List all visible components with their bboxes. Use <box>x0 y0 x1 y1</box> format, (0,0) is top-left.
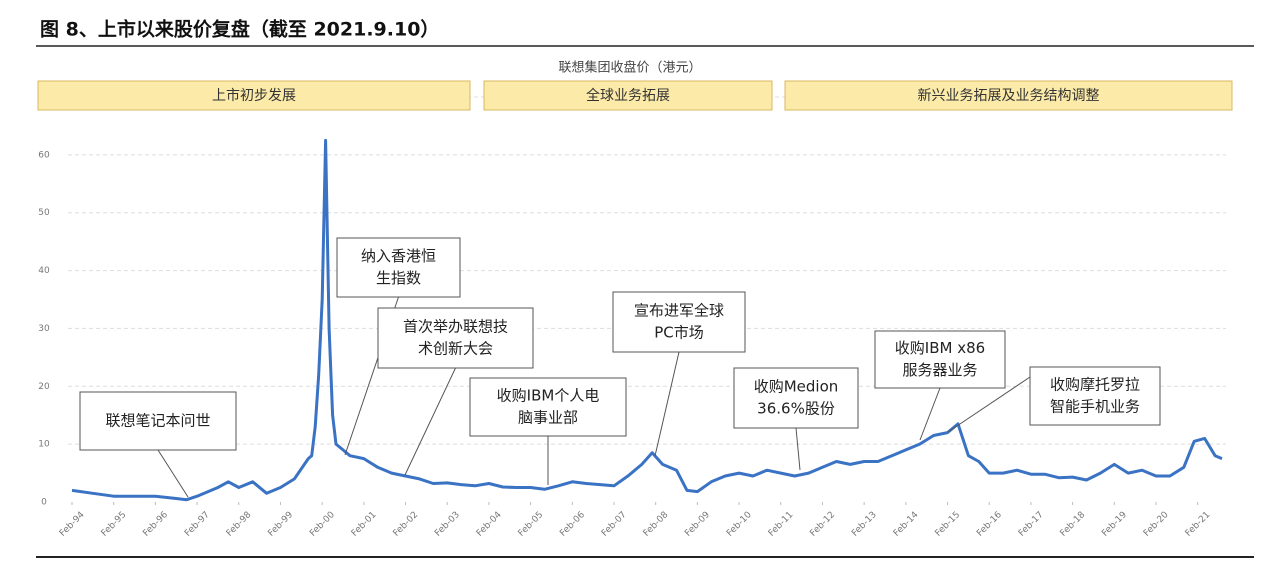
x-tick-label: Feb-17 <box>1017 510 1046 539</box>
x-tick-label: Feb-13 <box>850 510 879 539</box>
x-tick-label: Feb-98 <box>225 510 254 539</box>
chart-title: 图 8、上市以来股价复盘（截至 2021.9.10） <box>40 18 439 41</box>
phase-box <box>483 80 773 111</box>
x-tick-label: Feb-95 <box>100 510 129 539</box>
x-tick-label: Feb-07 <box>600 510 629 539</box>
y-tick-label: 20 <box>38 382 50 392</box>
annotation-box <box>336 237 461 298</box>
x-tick-label: Feb-04 <box>475 510 504 539</box>
y-tick-label: 10 <box>38 440 50 450</box>
x-tick-label: Feb-16 <box>975 510 1004 539</box>
phase-label: 新兴业务拓展及业务结构调整 <box>918 88 1100 104</box>
price-line <box>71 138 1223 502</box>
annotation-text: 36.6%股份 <box>757 400 835 418</box>
x-tick-label: Feb-14 <box>892 510 921 539</box>
x-tick-label: Feb-05 <box>517 510 546 539</box>
x-tick-label: Feb-20 <box>1142 510 1171 539</box>
annotation-text: 首次举办联想技 <box>403 318 508 336</box>
phase-box <box>784 80 1233 111</box>
annotation-text: 联想笔记本问世 <box>105 412 210 430</box>
y-tick-label: 40 <box>38 266 50 276</box>
x-tick-label: Feb-10 <box>725 510 754 539</box>
x-tick-label: Feb-09 <box>683 510 712 539</box>
annotation-text: 纳入香港恒 <box>361 247 436 265</box>
x-tick-label: Feb-06 <box>558 510 587 539</box>
x-tick-label: Feb-96 <box>141 510 170 539</box>
annotation-text: 收购Medion <box>754 378 839 396</box>
annotation-text: 智能手机业务 <box>1050 398 1140 416</box>
annotation-text: 收购摩托罗拉 <box>1050 376 1140 394</box>
x-tick-label: Feb-15 <box>934 510 963 539</box>
y-tick-label: 60 <box>38 150 50 160</box>
annotation-text: 服务器业务 <box>902 361 977 379</box>
annotation-text: 宣布进军全球 <box>634 302 724 320</box>
annotation-arrow <box>404 367 456 476</box>
annotation-text: 收购IBM个人电 <box>497 387 600 405</box>
y-tick-label: 30 <box>38 324 50 334</box>
x-tick-label: Feb-02 <box>392 510 421 539</box>
annotation-text: 术创新大会 <box>418 340 493 358</box>
annotation-box <box>377 307 534 369</box>
x-tick-label: Feb-01 <box>350 510 379 539</box>
x-tick-label: Feb-19 <box>1100 510 1129 539</box>
x-tick-label: Feb-00 <box>308 510 337 539</box>
annotation-text: 收购IBM x86 <box>895 339 985 357</box>
y-tick-label: 0 <box>41 498 47 508</box>
x-tick-label: Feb-12 <box>808 510 837 539</box>
x-tick-label: Feb-99 <box>266 510 295 539</box>
annotation-text: 生指数 <box>376 269 421 287</box>
x-tick-label: Feb-21 <box>1184 510 1213 539</box>
phase-label: 全球业务拓展 <box>586 87 670 104</box>
annotation-box <box>1029 366 1161 426</box>
phase-box <box>37 80 471 111</box>
annotation-arrow <box>919 387 941 441</box>
annotation-box <box>79 391 237 451</box>
x-tick-label: Feb-97 <box>183 510 212 539</box>
phase-label: 上市初步发展 <box>212 87 296 104</box>
x-tick-label: Feb-18 <box>1059 510 1088 539</box>
chart-subtitle: 联想集团收盘价（港元） <box>558 60 701 76</box>
x-tick-label: Feb-08 <box>642 510 671 539</box>
annotation-box <box>874 330 1006 389</box>
annotation-arrow <box>947 376 1031 433</box>
annotation-box <box>733 367 859 429</box>
annotation-arrow <box>157 449 189 498</box>
annotation-text: 脑事业部 <box>518 409 578 427</box>
x-tick-label: Feb-94 <box>58 510 87 539</box>
annotation-box <box>612 291 746 353</box>
x-tick-label: Feb-03 <box>433 510 462 539</box>
annotation-text: PC市场 <box>654 324 704 342</box>
x-tick-label: Feb-11 <box>767 510 796 539</box>
annotation-arrow <box>654 351 680 457</box>
annotation-arrow <box>795 427 801 471</box>
annotation-box <box>469 377 627 437</box>
y-tick-label: 50 <box>38 208 50 218</box>
